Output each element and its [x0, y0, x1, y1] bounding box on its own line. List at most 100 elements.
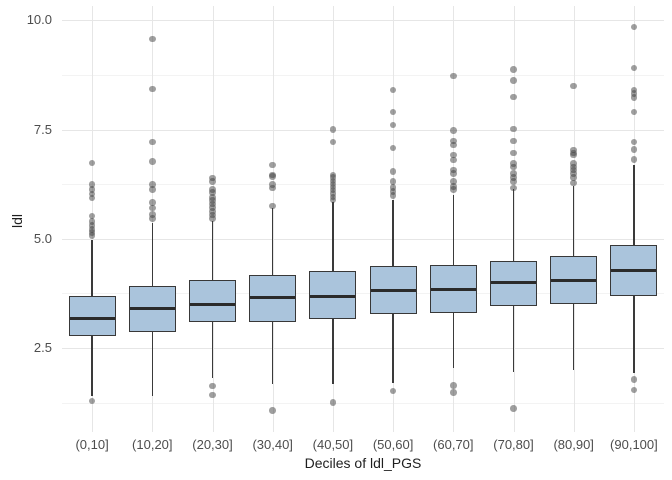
outlier-point: [88, 159, 96, 167]
outlier-point: [570, 166, 577, 174]
outlier-point: [209, 204, 216, 211]
outlier-point: [209, 211, 216, 219]
outlier-point: [389, 387, 397, 395]
outlier-point: [570, 82, 577, 90]
outlier-point: [570, 179, 577, 187]
outlier-point: [149, 181, 156, 188]
outlier-point: [630, 386, 638, 394]
outlier-point: [149, 215, 156, 222]
minor-gridline: [62, 402, 664, 404]
outlier-point: [450, 389, 457, 396]
major-gridline: [62, 238, 664, 240]
outlier-point: [510, 125, 517, 133]
outlier-point: [630, 108, 638, 116]
outlier-point: [570, 151, 577, 159]
outlier-point: [450, 186, 457, 193]
outlier-point: [450, 151, 457, 159]
outlier-point: [630, 376, 638, 383]
outlier-point: [510, 93, 517, 101]
outlier-point: [209, 197, 216, 204]
outlier-point: [209, 215, 216, 222]
outlier-point: [269, 184, 276, 192]
boxplot-box: [189, 280, 236, 322]
outlier-point: [510, 184, 517, 192]
outlier-point: [329, 399, 337, 406]
median-line: [370, 288, 416, 292]
median-line: [310, 295, 356, 299]
outlier-point: [329, 126, 337, 133]
outlier-point: [630, 86, 638, 94]
outlier-point: [269, 202, 276, 210]
outlier-point: [329, 186, 337, 194]
outlier-point: [630, 138, 638, 146]
outlier-point: [149, 138, 156, 146]
outlier-point: [88, 190, 96, 198]
x-tick-label: (30,40]: [252, 437, 293, 452]
outlier-point: [149, 204, 156, 212]
x-tick-label: (70,80]: [493, 437, 534, 452]
outlier-point: [510, 170, 517, 177]
outlier-point: [450, 170, 457, 177]
x-tick-label: (60,70]: [433, 437, 474, 452]
outlier-point: [630, 90, 638, 97]
outlier-point: [269, 407, 276, 414]
outlier-point: [88, 222, 96, 229]
outlier-point: [570, 174, 577, 181]
outlier-point: [329, 196, 337, 204]
median-line: [69, 316, 115, 320]
outlier-point: [149, 85, 156, 93]
x-tick-label: (10,20]: [132, 437, 173, 452]
outlier-point: [630, 94, 638, 101]
outlier-point: [510, 405, 517, 412]
outlier-point: [450, 127, 457, 134]
y-tick-label: 7.5: [33, 121, 52, 137]
outlier-point: [149, 158, 156, 165]
outlier-point: [630, 156, 638, 163]
outlier-point: [389, 144, 397, 152]
outlier-point: [88, 232, 96, 239]
major-gridline: [62, 129, 664, 131]
outlier-point: [389, 108, 397, 116]
outlier-point: [389, 178, 397, 185]
x-axis-title: Deciles of ldl_PGS: [304, 455, 422, 471]
outlier-point: [269, 181, 276, 188]
outlier-point: [88, 181, 96, 188]
x-tick-label: (40,50]: [312, 437, 354, 452]
outlier-point: [389, 168, 397, 175]
outlier-point: [88, 194, 96, 202]
outlier-point: [570, 160, 577, 167]
outlier-point: [510, 137, 517, 145]
outlier-point: [450, 141, 457, 149]
outlier-point: [88, 397, 96, 405]
outlier-point: [269, 173, 276, 180]
outlier-point: [450, 156, 457, 164]
y-tick-label: 5.0: [33, 230, 52, 246]
outlier-point: [88, 186, 96, 193]
outlier-point: [209, 382, 216, 390]
outlier-point: [510, 77, 517, 84]
median-line: [430, 288, 476, 292]
outlier-point: [149, 35, 156, 43]
outlier-point: [630, 64, 638, 72]
outlier-point: [329, 190, 337, 197]
outlier-point: [269, 161, 276, 169]
y-tick-label: 2.5: [33, 340, 52, 356]
outlier-point: [389, 121, 397, 129]
median-line: [491, 281, 536, 285]
minor-gridline: [62, 184, 664, 186]
outlier-point: [389, 188, 397, 195]
x-tick-label: (0,10]: [75, 437, 109, 452]
outlier-point: [209, 391, 216, 399]
outlier-point: [209, 200, 216, 208]
outlier-point: [149, 199, 156, 206]
median-line: [129, 307, 175, 311]
outlier-point: [630, 23, 638, 31]
x-tick-label: (80,90]: [553, 437, 594, 452]
outlier-point: [450, 166, 457, 174]
plot-panel: [62, 6, 664, 432]
outlier-point: [510, 149, 517, 157]
outlier-point: [510, 66, 517, 73]
median-line: [551, 278, 597, 282]
boxplot-box: [68, 295, 116, 336]
outlier-point: [209, 208, 216, 215]
